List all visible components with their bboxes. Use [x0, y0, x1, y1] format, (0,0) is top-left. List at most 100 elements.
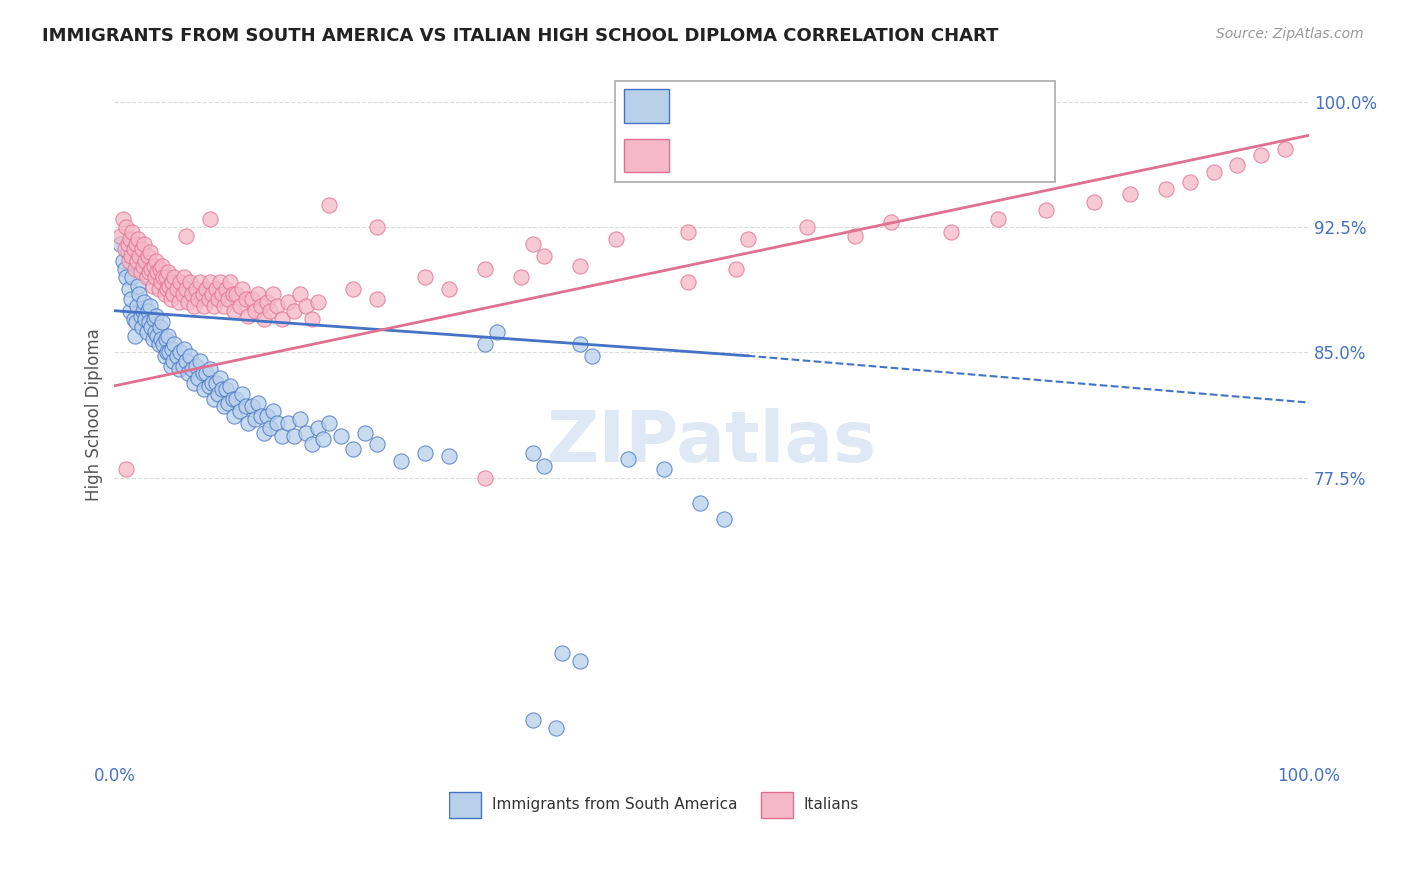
Point — [142, 332, 165, 346]
Point — [277, 416, 299, 430]
Point — [617, 452, 640, 467]
Point — [115, 462, 138, 476]
Point — [152, 337, 174, 351]
Point — [111, 211, 134, 226]
Point — [245, 412, 267, 426]
Point — [125, 236, 148, 251]
Point — [939, 225, 962, 239]
Point — [354, 425, 377, 440]
Point — [195, 282, 218, 296]
Point — [211, 287, 233, 301]
Point — [114, 262, 136, 277]
Point — [294, 299, 316, 313]
Point — [157, 328, 180, 343]
Point — [270, 312, 292, 326]
Point — [117, 245, 139, 260]
Point — [262, 404, 284, 418]
Point — [187, 292, 209, 306]
Point — [142, 278, 165, 293]
Point — [1250, 148, 1272, 162]
Point — [214, 282, 236, 296]
Point — [127, 278, 149, 293]
Point — [173, 270, 195, 285]
Point — [167, 295, 190, 310]
Point — [294, 425, 316, 440]
Point — [142, 259, 165, 273]
Point — [149, 320, 172, 334]
Point — [118, 303, 141, 318]
Point — [141, 320, 163, 334]
Point — [522, 236, 544, 251]
Point — [288, 412, 311, 426]
Point — [509, 270, 531, 285]
Point — [155, 270, 177, 285]
Point — [1119, 186, 1142, 201]
Point — [118, 232, 141, 246]
Point — [150, 259, 173, 273]
Point — [114, 242, 136, 256]
Point — [330, 429, 353, 443]
Point — [128, 287, 150, 301]
Point — [522, 713, 544, 727]
Point — [307, 295, 329, 310]
Point — [569, 259, 592, 273]
Point — [152, 270, 174, 285]
Point — [190, 353, 212, 368]
Point — [1202, 165, 1225, 179]
Point — [134, 312, 156, 326]
Point — [181, 287, 204, 301]
Point — [145, 309, 167, 323]
Point — [676, 225, 699, 239]
Point — [277, 295, 299, 310]
Point — [987, 211, 1010, 226]
Point — [253, 312, 276, 326]
Point — [737, 232, 759, 246]
Point — [153, 287, 176, 301]
Point — [288, 287, 311, 301]
Point — [221, 392, 243, 407]
Point — [197, 292, 219, 306]
Point — [184, 282, 207, 296]
Point — [256, 409, 278, 423]
Point — [238, 309, 260, 323]
Point — [245, 303, 267, 318]
Point — [533, 249, 555, 263]
Point — [266, 299, 288, 313]
Point — [253, 425, 276, 440]
Point — [162, 287, 184, 301]
Point — [155, 332, 177, 346]
Point — [569, 655, 592, 669]
Point — [250, 409, 273, 423]
Point — [522, 445, 544, 459]
Point — [366, 220, 388, 235]
Point — [157, 265, 180, 279]
Point — [246, 395, 269, 409]
Point — [301, 437, 323, 451]
Point — [142, 312, 165, 326]
Point — [177, 295, 200, 310]
Point — [605, 232, 627, 246]
Point — [301, 312, 323, 326]
Point — [219, 275, 242, 289]
Point — [211, 382, 233, 396]
Point — [880, 215, 903, 229]
Point — [546, 721, 568, 735]
Point — [222, 303, 245, 318]
Point — [1226, 158, 1249, 172]
Point — [141, 262, 163, 277]
Point — [146, 328, 169, 343]
Point — [115, 270, 138, 285]
Point — [127, 299, 149, 313]
Point — [139, 299, 162, 313]
Point — [1178, 175, 1201, 189]
Point — [259, 303, 281, 318]
Point — [198, 362, 221, 376]
Point — [183, 376, 205, 390]
Point — [139, 245, 162, 260]
Point — [713, 512, 735, 526]
Point — [173, 342, 195, 356]
Point — [136, 249, 159, 263]
Point — [156, 282, 179, 296]
Point — [124, 262, 146, 277]
Point — [169, 345, 191, 359]
